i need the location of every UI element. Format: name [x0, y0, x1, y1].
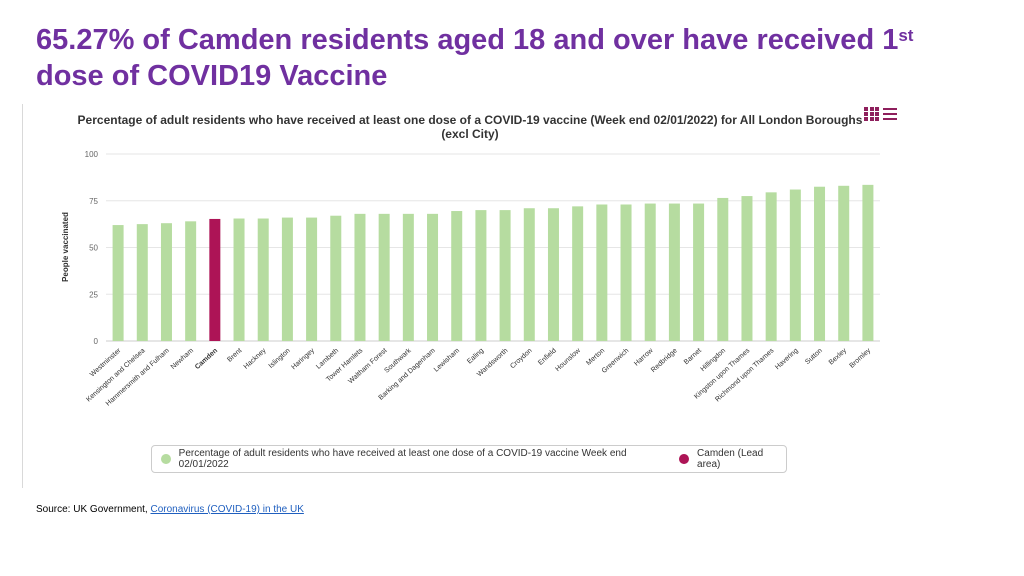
chart-menu-button[interactable] [864, 106, 902, 124]
x-tick-label: Brent [226, 347, 243, 363]
x-tick-label: Greenwich [601, 347, 631, 375]
legend-label: Camden (Lead area) [697, 448, 764, 470]
bar-hillingdon[interactable] [717, 197, 729, 341]
legend-item-all-boroughs[interactable]: Percentage of adult residents who have r… [161, 448, 662, 470]
x-tick-label: Harrow [633, 347, 655, 368]
x-tick-label: Hackney [243, 347, 268, 371]
bar-greenwich[interactable] [620, 204, 632, 341]
bar-lambeth[interactable] [330, 215, 342, 341]
legend-swatch [161, 454, 171, 464]
bar-southwark[interactable] [402, 213, 414, 341]
grid-icon [864, 107, 879, 121]
source-prefix: Source: UK Government, [36, 504, 151, 515]
y-tick-label: 50 [89, 244, 98, 253]
headline-superscript: st [898, 26, 914, 45]
x-tick-label: Enfield [537, 347, 558, 367]
x-tick-label: Sutton [804, 347, 824, 366]
y-tick-label: 75 [89, 197, 98, 206]
y-axis-label: People vaccinated [61, 212, 70, 282]
x-tick-label: Lewisham [433, 347, 461, 373]
bar-islington[interactable] [281, 217, 293, 341]
bar-barnet[interactable] [693, 203, 705, 341]
bar-ealing[interactable] [475, 210, 487, 341]
x-tick-label: Croydon [509, 347, 533, 370]
bar-havering[interactable] [789, 189, 801, 341]
legend-item-camden[interactable]: Camden (Lead area) [679, 448, 786, 470]
y-tick-label: 0 [94, 337, 99, 346]
x-tick-label: Redbridge [650, 347, 679, 374]
y-tick-label: 100 [85, 150, 99, 159]
bar-merton[interactable] [596, 204, 608, 341]
bar-haringey[interactable] [306, 217, 318, 341]
x-tick-label: Merton [585, 347, 606, 367]
bar-redbridge[interactable] [668, 203, 680, 341]
x-tick-label: Bromley [848, 347, 872, 370]
x-tick-label: Islington [268, 347, 292, 370]
chart-title: Percentage of adult residents who have r… [77, 113, 863, 141]
source-link[interactable]: Coronavirus (COVID-19) in the UK [150, 504, 304, 515]
bar-richmond-upon-thames[interactable] [765, 192, 777, 341]
slide-divider [22, 104, 23, 488]
bar-croydon[interactable] [523, 208, 535, 341]
bar-hackney[interactable] [257, 218, 269, 341]
y-axis-ticks: 0 25 50 75 100 [85, 150, 99, 346]
chart-legend: Percentage of adult residents who have r… [151, 445, 787, 473]
bar-bexley[interactable] [838, 185, 850, 341]
bar-bromley[interactable] [862, 184, 874, 341]
chart-gridlines [106, 153, 880, 342]
x-tick-label: Barnet [683, 347, 703, 366]
bar-harrow[interactable] [644, 203, 656, 341]
bar-tower-hamlets[interactable] [354, 213, 366, 341]
legend-label: Percentage of adult residents who have r… [178, 448, 627, 470]
x-tick-label: Hounslow [554, 347, 582, 373]
bar-brent[interactable] [233, 218, 245, 341]
legend-swatch [679, 454, 690, 464]
bar-enfield[interactable] [547, 208, 559, 341]
bar-newham[interactable] [185, 221, 197, 341]
bar-camden[interactable] [209, 218, 221, 341]
x-tick-label: Ealing [466, 347, 485, 365]
x-tick-label: Camden [194, 347, 219, 371]
bar-hounslow[interactable] [572, 206, 584, 341]
slide-headline: 65.27% of Camden residents aged 18 and o… [36, 22, 996, 94]
x-tick-label: Havering [774, 347, 800, 371]
bar-sutton[interactable] [814, 186, 826, 341]
bar-barking-and-dagenham[interactable] [427, 213, 439, 341]
hamburger-menu-icon [883, 108, 897, 123]
y-tick-label: 25 [89, 290, 98, 299]
source-note: Source: UK Government, Coronavirus (COVI… [36, 504, 304, 515]
headline-text: 65.27% of Camden residents aged 18 and o… [36, 24, 899, 56]
headline-text-line2: dose of COVID19 Vaccine [36, 60, 388, 92]
bar-kingston-upon-thames[interactable] [741, 196, 753, 341]
bar-wandsworth[interactable] [499, 210, 511, 341]
bar-lewisham[interactable] [451, 211, 463, 341]
x-tick-label: Haringey [290, 347, 316, 371]
x-tick-label: Bexley [828, 347, 849, 367]
bar-hammersmith-and-fulham[interactable] [160, 223, 172, 341]
chart-bars [112, 184, 874, 341]
x-tick-label: Newham [170, 347, 195, 371]
bar-kensington-and-chelsea[interactable] [136, 224, 148, 341]
bar-westminster[interactable] [112, 225, 124, 341]
bar-waltham-forest[interactable] [378, 213, 390, 341]
